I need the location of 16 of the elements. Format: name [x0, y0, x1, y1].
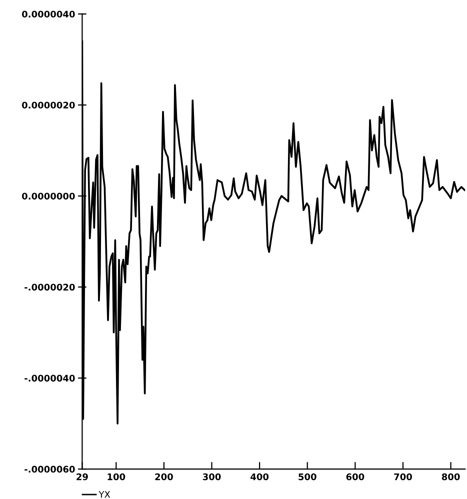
- x-tick-label: 200: [155, 473, 173, 480]
- legend-label: YX: [98, 491, 110, 498]
- y-tick-label: -.0000060: [24, 466, 75, 473]
- y-tick-label: 0.0000000: [22, 192, 75, 200]
- y-tick-label: -.0000040: [24, 374, 75, 382]
- x-tick-label: 800: [442, 473, 460, 480]
- x-tick-label: 300: [202, 473, 221, 480]
- x-tick-label: 29: [76, 473, 88, 480]
- y-tick-label: 0.0000040: [22, 10, 75, 18]
- x-tick-label: 400: [250, 473, 269, 480]
- x-tick-label: 600: [346, 473, 364, 480]
- y-tick-label: 0.0000020: [22, 102, 75, 109]
- x-tick-label: 500: [298, 473, 316, 480]
- x-tick-label: 700: [394, 473, 412, 480]
- y-tick-label: -.0000020: [24, 284, 75, 291]
- x-tick-label: 100: [108, 473, 126, 480]
